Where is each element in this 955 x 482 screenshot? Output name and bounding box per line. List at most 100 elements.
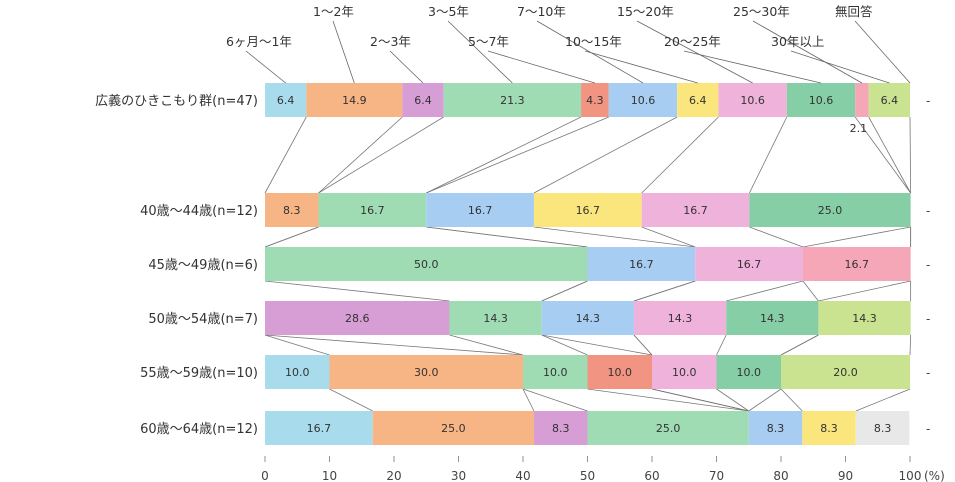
legend-label: 25〜30年 xyxy=(733,4,790,19)
connector-line xyxy=(633,280,696,302)
connector-line xyxy=(587,388,749,412)
data-label: 10.6 xyxy=(809,94,834,107)
data-label: 14.3 xyxy=(760,312,785,325)
bar-segment xyxy=(306,83,403,117)
connector-line xyxy=(780,388,803,412)
connector-line xyxy=(522,388,535,412)
bar-segment xyxy=(523,355,588,389)
row-label: 55歳〜59歳(n=10) xyxy=(140,366,258,381)
legend-leader-line xyxy=(683,50,822,84)
data-label: 14.9 xyxy=(342,94,367,107)
data-label: 30.0 xyxy=(414,366,439,379)
data-label: 16.7 xyxy=(307,422,332,435)
bar-segment xyxy=(587,355,652,389)
bar-segment xyxy=(652,355,717,389)
x-tick-label: 60 xyxy=(644,469,659,482)
data-label: 6.4 xyxy=(414,94,432,107)
connector-line xyxy=(329,388,373,412)
legend-label: 5〜7年 xyxy=(468,34,509,49)
connector-line xyxy=(426,116,609,194)
bar-segment xyxy=(855,83,869,117)
data-label: 16.7 xyxy=(629,258,654,271)
data-label: 10.0 xyxy=(737,366,762,379)
row-end-mark: - xyxy=(926,94,930,108)
data-label: 10.0 xyxy=(608,366,633,379)
bar-segment xyxy=(426,193,534,227)
row-end-mark: - xyxy=(926,258,930,272)
x-tick-label: 50 xyxy=(580,469,595,482)
bar-rows: 広義のひきこもり群(n=47) 6.4 14.9 6.4 21.3 4.3 10.6 6.4 1… xyxy=(95,83,930,445)
row-label: 広義のひきこもり群(n=47) xyxy=(95,93,258,109)
bar-segment xyxy=(443,83,582,117)
x-tick-label: 100 xyxy=(899,469,922,482)
bar-segment xyxy=(608,83,678,117)
legend-leader-line xyxy=(447,20,513,84)
data-label: 16.7 xyxy=(360,204,385,217)
data-label: 16.7 xyxy=(737,258,762,271)
legend-leader-line xyxy=(636,20,753,84)
connector-line xyxy=(868,116,911,194)
bar-segment xyxy=(587,411,749,445)
row-label: 50歳〜54歳(n=7) xyxy=(148,312,258,327)
legend-label: 3〜5年 xyxy=(428,4,469,19)
connector-line xyxy=(318,116,403,194)
connector-line xyxy=(909,116,912,194)
bar-segment xyxy=(695,247,803,281)
data-label: 25.0 xyxy=(656,422,681,435)
data-label: 14.3 xyxy=(668,312,693,325)
data-label: 8.3 xyxy=(767,422,785,435)
legend-leader-line xyxy=(752,20,863,84)
data-label: 6.4 xyxy=(277,94,295,107)
connector-line xyxy=(533,116,678,194)
connector-line xyxy=(426,226,588,248)
x-axis: 0 10 20 30 40 50 60 70 80 90 100 (%) xyxy=(261,456,945,482)
x-tick-label: 0 xyxy=(261,469,269,482)
data-label: 16.7 xyxy=(683,204,708,217)
data-label: 10.0 xyxy=(543,366,568,379)
bar-segment xyxy=(749,193,911,227)
data-label: 16.7 xyxy=(845,258,870,271)
unit-label: (%) xyxy=(924,469,945,482)
connector-line xyxy=(264,280,450,302)
legend-leader-line xyxy=(854,20,911,84)
x-tick-label: 80 xyxy=(773,469,788,482)
connector-line xyxy=(716,334,727,356)
data-label: 16.7 xyxy=(576,204,601,217)
legend-label: 2〜3年 xyxy=(370,34,411,49)
bar-segment xyxy=(855,411,910,445)
data-label-callout: 2.1 xyxy=(850,122,868,135)
bar-segment xyxy=(677,83,719,117)
legend-leader-line xyxy=(332,20,355,84)
bar-segment xyxy=(726,301,819,335)
category-legend: 6ヶ月〜1年 1〜2年 2〜3年 3〜5年 5〜7年 7〜10年 10〜15年 15〜20年 2… xyxy=(226,4,911,84)
bar-segment xyxy=(533,411,588,445)
connector-line xyxy=(716,388,749,412)
bar-segment xyxy=(265,411,373,445)
connector-line xyxy=(641,226,696,248)
row-label: 60歳〜64歳(n=12) xyxy=(140,422,258,437)
bar-segment xyxy=(265,301,450,335)
data-label: 6.4 xyxy=(689,94,707,107)
data-label: 10.0 xyxy=(672,366,697,379)
connector-line xyxy=(541,334,653,356)
data-label: 8.3 xyxy=(874,422,892,435)
connector-line xyxy=(264,334,524,356)
x-tick-label: 30 xyxy=(451,469,466,482)
data-label: 50.0 xyxy=(414,258,439,271)
connector-line xyxy=(541,334,588,356)
x-tick-label: 70 xyxy=(709,469,724,482)
data-label: 8.3 xyxy=(283,204,301,217)
connector-line xyxy=(854,116,911,194)
connector-line xyxy=(264,226,319,248)
row-end-mark: - xyxy=(926,204,930,218)
data-label: 14.3 xyxy=(852,312,877,325)
data-label: 14.3 xyxy=(576,312,601,325)
data-label: 10.6 xyxy=(740,94,765,107)
bar-segment xyxy=(449,301,542,335)
bar-segment xyxy=(718,83,787,117)
data-label: 25.0 xyxy=(818,204,843,217)
data-label: 28.6 xyxy=(345,312,370,325)
connector-line xyxy=(641,116,719,194)
legend-leader-line xyxy=(389,50,424,84)
